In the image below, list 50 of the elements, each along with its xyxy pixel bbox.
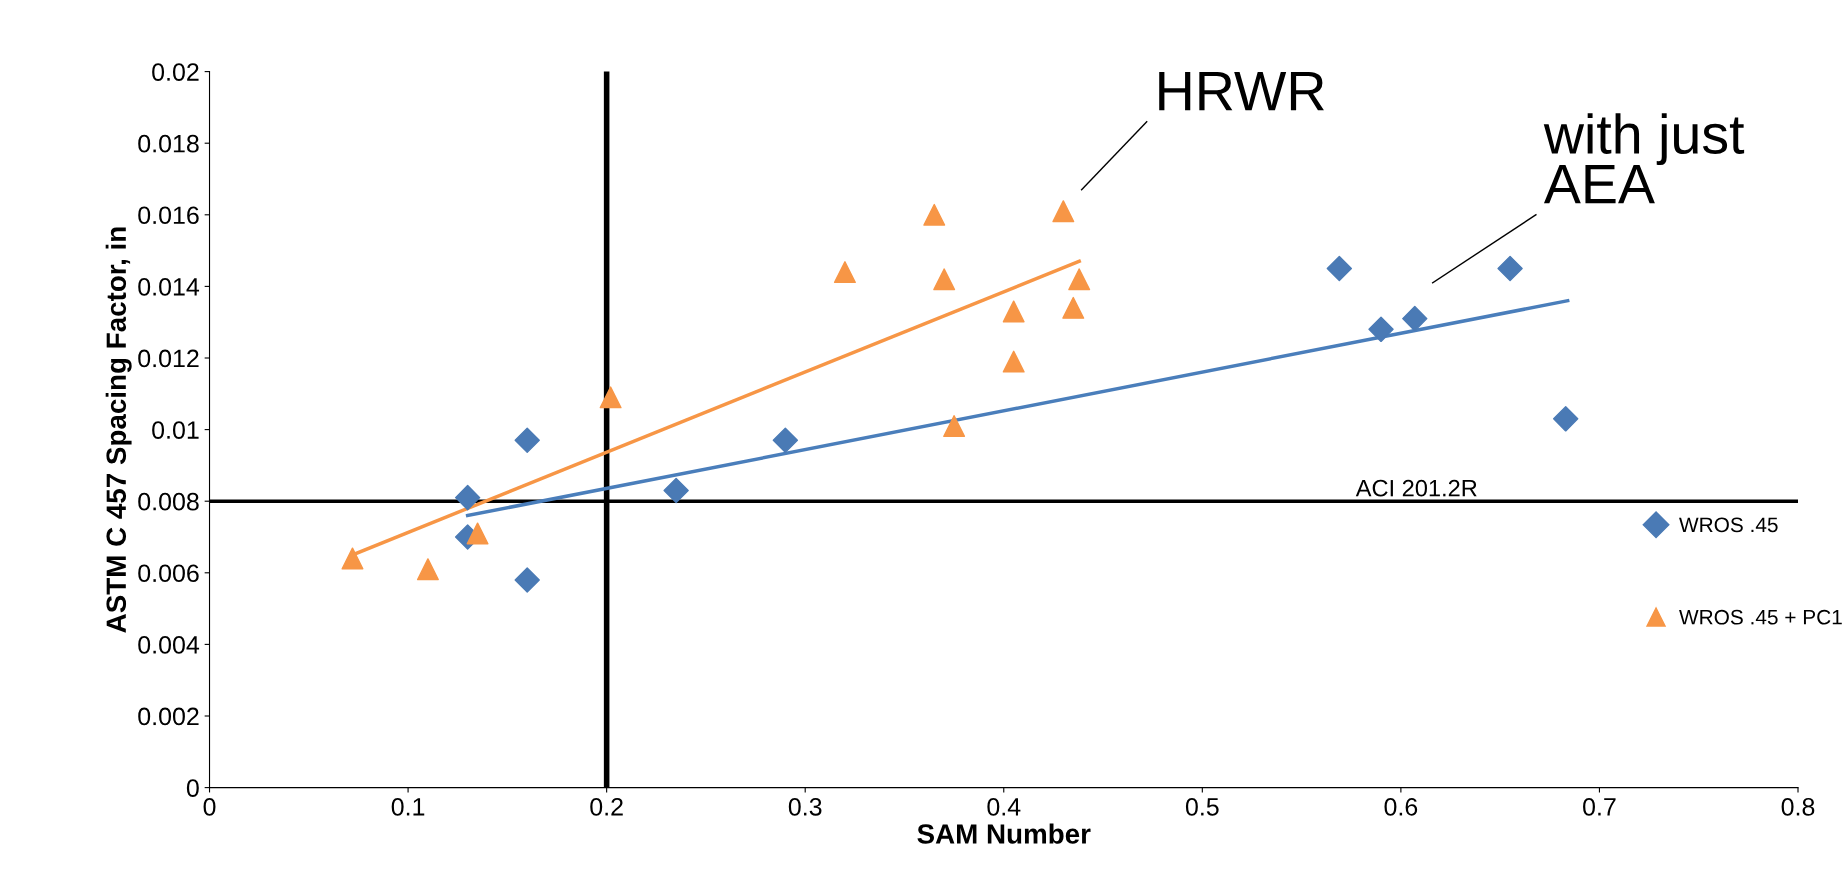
point xyxy=(1368,316,1394,343)
point xyxy=(933,268,956,291)
point xyxy=(454,484,481,511)
point xyxy=(341,547,364,570)
y-tick-label: 0.012 xyxy=(138,349,199,368)
x-tick-label: 0.6 xyxy=(1384,797,1418,816)
point xyxy=(923,203,946,226)
point xyxy=(1052,200,1075,223)
y-tick-label: 0.014 xyxy=(138,278,200,296)
y-tick-label: 0.01 xyxy=(152,421,199,439)
y-tick-label: 0.016 xyxy=(138,206,199,225)
x-tick-label: 0.2 xyxy=(590,797,623,816)
point xyxy=(1402,305,1428,332)
x-tick-label: 0.5 xyxy=(1185,797,1219,816)
y-tick-label: 0.018 xyxy=(138,134,199,153)
y-tick-label: 0 xyxy=(186,779,199,797)
point xyxy=(466,522,489,545)
y-tick-label: 0.006 xyxy=(138,564,199,583)
x-tick-label: 0 xyxy=(203,797,216,816)
point xyxy=(1326,255,1353,282)
y-axis-title: ASTM C 457 Spacing Factor, in xyxy=(105,227,132,633)
point xyxy=(772,427,799,454)
y-tick-label: 0.02 xyxy=(152,63,199,81)
point xyxy=(514,567,540,593)
point xyxy=(943,415,966,438)
annotation: HRWR xyxy=(1159,71,1324,111)
point xyxy=(1002,350,1025,373)
point xyxy=(663,477,689,504)
x-tick-label: 0.4 xyxy=(987,797,1021,816)
ref-line-label: ACI 201.2R xyxy=(1355,479,1477,497)
point xyxy=(833,261,856,284)
point xyxy=(1552,406,1579,432)
x-tick-label: 0.3 xyxy=(788,797,822,816)
x-axis-title: SAM Number xyxy=(917,823,1091,844)
y-tick-label: 0.008 xyxy=(138,492,199,511)
x-tick-label: 0.8 xyxy=(1781,797,1815,816)
point xyxy=(1068,268,1091,291)
legend-label: WROS .45 xyxy=(1679,517,1778,533)
y-tick-label: 0.004 xyxy=(138,636,200,654)
point xyxy=(1002,300,1025,323)
point xyxy=(599,386,622,409)
point xyxy=(1497,255,1523,282)
legend-label: WROS .45 + PC1 xyxy=(1679,609,1842,625)
annotation: with just AEA xyxy=(1543,113,1745,204)
point xyxy=(514,427,540,454)
point xyxy=(1062,296,1085,319)
x-tick-label: 0.7 xyxy=(1583,797,1616,816)
x-tick-label: 0.1 xyxy=(391,797,425,816)
y-tick-label: 0.002 xyxy=(138,707,199,726)
point xyxy=(416,558,439,581)
